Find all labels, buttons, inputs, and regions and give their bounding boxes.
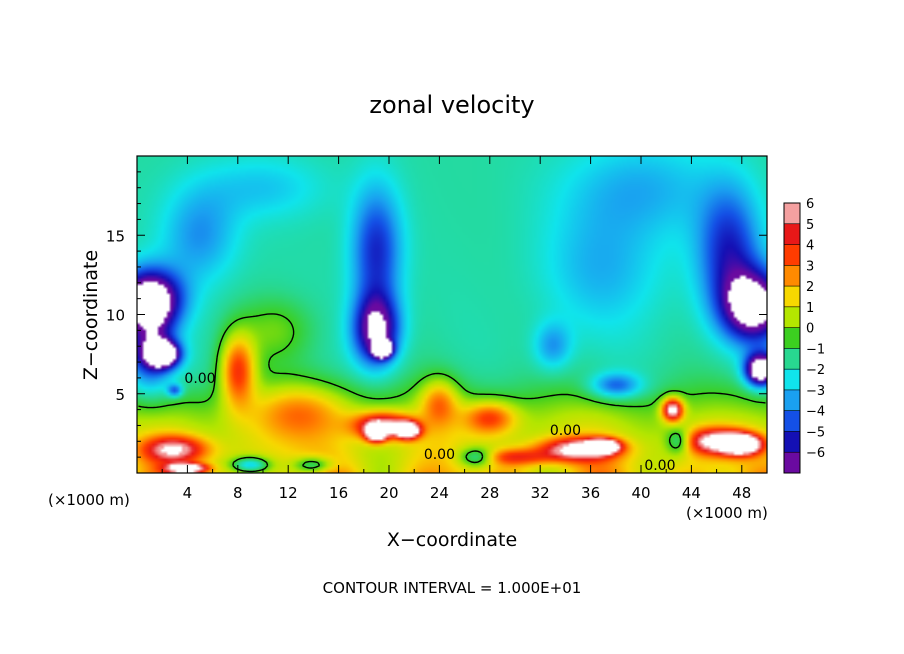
colorbar-swatch	[784, 327, 800, 349]
zero-contour	[138, 313, 766, 473]
x-tick-label: 16	[329, 484, 348, 502]
colorbar-label: −6	[806, 446, 825, 461]
x-tick-label: 12	[279, 484, 298, 502]
x-tick-label: 44	[682, 484, 701, 502]
contour-label: 0.00	[644, 458, 675, 474]
chart-title: zonal velocity	[369, 91, 534, 119]
colorbar-label: 0	[806, 322, 814, 337]
velocity-field	[137, 156, 767, 473]
zero-contour-line	[138, 313, 766, 473]
colorbar-swatch	[784, 410, 800, 432]
contour-label: 0.00	[550, 423, 581, 439]
colorbar-swatch	[784, 431, 800, 453]
colorbar-label: −3	[806, 384, 825, 399]
x-unit-label-right: (×1000 m)	[686, 504, 768, 522]
colorbar-label: −4	[806, 405, 825, 420]
contour-labels: 0.00 0.00 0.00 0.00	[184, 371, 675, 474]
colorbar: 6 5 4 3 2 1 0 −1 −2 −3 −4 −5 −6	[783, 197, 825, 474]
y-axis: 5 10 15	[106, 171, 767, 458]
colorbar-swatch	[784, 244, 800, 266]
x-tick-label: 32	[531, 484, 550, 502]
plot-area: 0.00 0.00 0.00 0.00	[136, 155, 768, 474]
contour-interval-note: CONTOUR INTERVAL = 1.000E+01	[323, 579, 582, 597]
x-tick-label: 24	[430, 484, 449, 502]
colorbar-label: 6	[806, 197, 814, 212]
colorbar-label: −5	[806, 425, 825, 440]
colorbar-label: 4	[806, 239, 814, 254]
contour-label: 0.00	[424, 447, 455, 463]
x-tick-label: 8	[233, 484, 243, 502]
colorbar-swatch	[784, 452, 800, 474]
x-unit-label-left: (×1000 m)	[48, 491, 130, 509]
x-tick-label: 28	[480, 484, 499, 502]
colorbar-swatch	[784, 389, 800, 412]
colorbar-label: 3	[806, 259, 814, 274]
y-tick-label: 10	[106, 307, 125, 325]
colorbar-label: 5	[806, 218, 814, 233]
x-axis: 4 8 12 16 20 24 28 32 36 40 44 48	[161, 156, 751, 502]
colorbar-swatch	[784, 223, 800, 246]
x-axis-title: X−coordinate	[387, 529, 517, 551]
colorbar-label: −1	[806, 342, 825, 357]
x-tick-label: 4	[183, 484, 193, 502]
colorbar-swatch	[784, 369, 800, 391]
colorbar-swatch	[784, 265, 800, 287]
y-tick-label: 5	[115, 386, 125, 404]
colorbar-label: 2	[806, 280, 814, 295]
colorbar-frame	[783, 202, 801, 474]
x-tick-label: 40	[631, 484, 650, 502]
y-tick-label: 15	[106, 227, 125, 245]
colorbar-label: −2	[806, 363, 825, 378]
colorbar-swatch	[784, 286, 800, 308]
x-tick-label: 48	[732, 484, 751, 502]
y-axis-title: Z−coordinate	[80, 250, 102, 380]
x-tick-label: 20	[379, 484, 398, 502]
colorbar-swatch	[784, 348, 800, 370]
x-tick-label: 36	[581, 484, 600, 502]
colorbar-swatch	[784, 203, 800, 225]
contour-label: 0.00	[184, 371, 215, 387]
colorbar-swatch	[784, 306, 800, 329]
colorbar-label: 1	[806, 301, 814, 316]
